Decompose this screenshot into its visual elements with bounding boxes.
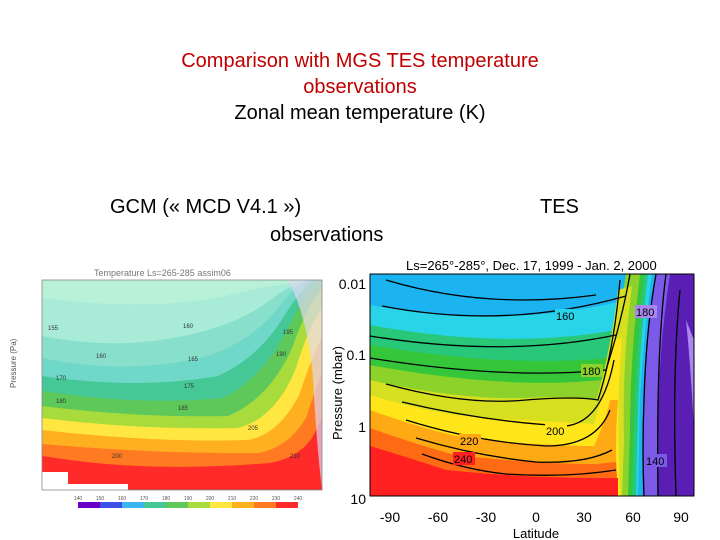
gcm-colorbar-tick: 210 [228,496,237,502]
gcm-temperature-plot: Temperature Ls=265-285 assim06 Pressure … [9,268,323,508]
gcm-colorbar-tick: 140 [74,496,83,502]
gcm-heading: GCM (« MCD V4.1 ») [110,196,302,218]
gcm-colorbar-tick: 200 [206,496,215,502]
gcm-colorbar-tick: 190 [184,496,193,502]
gcm-label-10: 195 [283,330,294,336]
gcm-label-11: 200 [112,454,123,460]
tes-ytick-1: 1 [358,419,366,435]
gcm-colorbar-tick: 180 [162,496,171,502]
gcm-colorbar-tick: 160 [118,496,127,502]
tes-xtick-neg30: -30 [476,509,496,525]
gcm-label-7: 180 [56,399,67,405]
observations-heading: observations [270,224,384,246]
tes-temperature-plot: Ls=265°-285°, Dec. 17, 1999 - Jan. 2, 20… [330,258,695,540]
gcm-plot-title: Temperature Ls=265-285 assim06 [94,268,231,278]
tes-ytick-0.1: 0.1 [347,347,367,363]
gcm-colorbar-tick: 230 [272,496,281,502]
tes-xtick-0: 0 [532,509,540,525]
tes-xtick-60: 60 [625,509,641,525]
tes-xlabel: Latitude [513,526,559,540]
tes-contour-labels: 160 180 180 200 220 240 140 [453,305,667,468]
tes-label-4: 200 [546,426,564,438]
tes-label-2: 180 [636,307,654,319]
tes-xtick-90: 90 [673,509,689,525]
gcm-ylabel: Pressure (Pa) [9,338,18,388]
tes-xtick-neg90: -90 [380,509,400,525]
gcm-colorbar-tick: 170 [140,496,149,502]
tes-contour-field [370,274,694,496]
gcm-label-13: 210 [290,454,301,460]
tes-label-5: 220 [460,436,478,448]
title-line-1: Comparison with MGS TES temperature [181,50,539,72]
tes-xtick-30: 30 [576,509,592,525]
tes-label-1: 160 [556,311,574,323]
gcm-colorbar-tick: 220 [250,496,259,502]
tes-y-ticks: 0.01 0.1 1 10 [339,276,366,507]
gcm-label-2: 160 [183,324,194,330]
title-line-3: Zonal mean temperature (K) [234,102,486,124]
title-line-2: observations [303,76,417,98]
gcm-label-9: 190 [276,352,287,358]
tes-label-7: 140 [646,456,664,468]
tes-ytick-0.01: 0.01 [339,276,366,292]
gcm-colorbar-tick: 240 [294,496,303,502]
gcm-label-4: 165 [188,357,199,363]
tes-plot-title: Ls=265°-285°, Dec. 17, 1999 - Jan. 2, 20… [406,258,657,273]
tes-ylabel: Pressure (mbar) [330,346,345,440]
slide-title: Comparison with MGS TES temperature obse… [0,48,720,126]
gcm-label-12: 205 [248,426,259,432]
tes-label-6: 240 [454,454,472,466]
gcm-label-5: 170 [56,376,67,382]
gcm-label-1: 155 [48,326,59,332]
tes-x-ticks: -90 -60 -30 0 30 60 90 [380,509,689,525]
gcm-contour-field [42,280,322,490]
tes-ytick-10: 10 [350,491,366,507]
tes-heading: TES [540,196,579,218]
gcm-label-3: 160 [96,354,107,360]
gcm-contour-labels: 155 160 160 165 170 175 180 185 190 195 … [48,324,301,460]
gcm-label-6: 175 [184,384,195,390]
gcm-label-8: 185 [178,406,189,412]
gcm-colorbar [78,502,298,508]
tes-label-3: 180 [582,366,600,378]
gcm-colorbar-tick: 150 [96,496,105,502]
tes-xtick-neg60: -60 [428,509,448,525]
